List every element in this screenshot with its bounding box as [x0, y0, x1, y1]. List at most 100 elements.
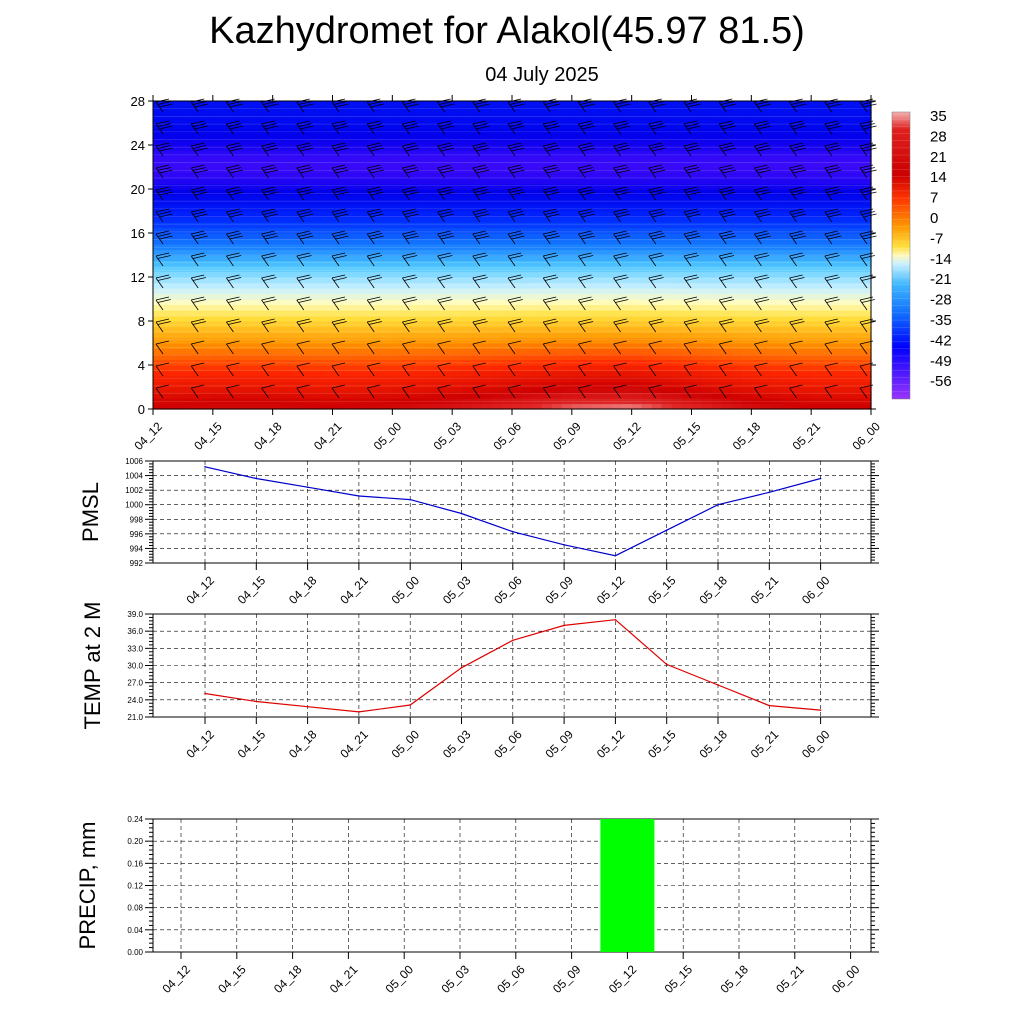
- heatmap-cell: [332, 381, 344, 388]
- heatmap-cell: [482, 359, 493, 366]
- heatmap-cell: [172, 326, 184, 333]
- heatmap-cell: [322, 101, 334, 108]
- heatmap-cell: [771, 392, 782, 399]
- heatmap-cell: [382, 387, 393, 394]
- heatmap-cell: [671, 117, 683, 124]
- heatmap-cell: [571, 348, 583, 355]
- heatmap-cell: [611, 128, 623, 135]
- heatmap-cell: [492, 238, 503, 245]
- heatmap-cell: [162, 244, 174, 251]
- heatmap-cell: [382, 315, 393, 322]
- heatmap-cell: [272, 315, 284, 322]
- heatmap-cell: [512, 370, 523, 377]
- heatmap-cell: [781, 123, 792, 130]
- heatmap-cell: [202, 387, 214, 394]
- heatmap-cell: [222, 249, 234, 256]
- barb-flag: [580, 167, 594, 171]
- heatmap-cell: [561, 271, 573, 278]
- barb-flag: [191, 230, 205, 235]
- heatmap-cell: [222, 348, 234, 355]
- heatmap-cell: [841, 238, 852, 245]
- heatmap-cell: [252, 332, 264, 339]
- heatmap-cell: [432, 134, 443, 141]
- wind-barb: [472, 142, 490, 157]
- heatmap-cell: [442, 326, 453, 333]
- heatmap-cell: [741, 359, 752, 366]
- barb-flag: [472, 318, 486, 323]
- barb-flag: [404, 101, 418, 105]
- heatmap-cell: [512, 354, 523, 361]
- heatmap-cell: [282, 249, 294, 256]
- heatmap-cell: [282, 183, 294, 190]
- heatmap-cell: [262, 282, 274, 289]
- heatmap-cell: [192, 233, 204, 240]
- heatmap-cell: [222, 222, 234, 229]
- heatmap-cell: [781, 227, 792, 234]
- heatmap-cell: [861, 227, 872, 234]
- heatmap-cell: [661, 271, 673, 278]
- heatmap-cell: [392, 233, 403, 240]
- heatmap-cell: [841, 172, 852, 179]
- heatmap-cell: [571, 211, 583, 218]
- heatmap-cell: [352, 310, 364, 317]
- heatmap-cell: [811, 178, 822, 185]
- heatmap-cell: [761, 128, 772, 135]
- heatmap-cell: [551, 398, 563, 405]
- heatmap-cell: [202, 255, 214, 262]
- heatmap-cell: [462, 381, 473, 388]
- heatmap-cell: [771, 211, 782, 218]
- heatmap-cell: [661, 293, 673, 300]
- heatmap-cell: [222, 359, 234, 366]
- wind-barb: [648, 362, 662, 377]
- heatmap-cell: [192, 200, 204, 207]
- heatmap-cell: [512, 326, 523, 333]
- heatmap-cell: [701, 282, 713, 289]
- heatmap-cell: [392, 260, 403, 267]
- heatmap-cell: [282, 227, 294, 234]
- heatmap-cell: [232, 392, 244, 399]
- heatmap-cell: [332, 244, 344, 251]
- heatmap-cell: [531, 112, 543, 119]
- heatmap-cell: [661, 233, 673, 240]
- heatmap-cell: [761, 222, 772, 229]
- heatmap-cell: [192, 359, 204, 366]
- heatmap-cell: [312, 134, 324, 141]
- barb-staff: [226, 365, 234, 377]
- barb-flag: [685, 321, 699, 325]
- heatmap-cell: [591, 376, 603, 383]
- heatmap-cell: [551, 370, 563, 377]
- barb-flag: [194, 103, 208, 108]
- barb-flag: [581, 147, 595, 152]
- heatmap-cell: [531, 381, 543, 388]
- heatmap-cell: [571, 403, 583, 410]
- barb-flag: [298, 277, 312, 281]
- heatmap-cell: [232, 271, 244, 278]
- heatmap-cell: [302, 359, 314, 366]
- wind-barb: [507, 186, 525, 201]
- wind-barb: [402, 274, 418, 289]
- heatmap-cell: [222, 266, 234, 273]
- heatmap-cell: [731, 282, 742, 289]
- heatmap-cell: [252, 200, 264, 207]
- heatmap-cell: [651, 227, 663, 234]
- heatmap-cell: [741, 398, 752, 405]
- heatmap-cell: [521, 326, 533, 333]
- heatmap-cell: [841, 216, 852, 223]
- heatmap-cell: [472, 266, 483, 273]
- heatmap-cell: [751, 282, 762, 289]
- heatmap-cell: [422, 156, 433, 163]
- heatmap-cell: [811, 310, 822, 317]
- heatmap-cell: [621, 271, 633, 278]
- heatmap-cell: [711, 172, 723, 179]
- barb-flag: [192, 233, 207, 237]
- heatmap-cell: [472, 348, 483, 355]
- heatmap-cell: [452, 139, 463, 146]
- heatmap-cell: [362, 370, 373, 377]
- heatmap-cell: [392, 222, 403, 229]
- heatmap-cell: [861, 101, 872, 108]
- heatmap-cell: [781, 282, 792, 289]
- heatmap-cell: [242, 337, 254, 344]
- heatmap-cell: [382, 200, 393, 207]
- heatmap-cell: [282, 310, 294, 317]
- heatmap-cell: [422, 112, 433, 119]
